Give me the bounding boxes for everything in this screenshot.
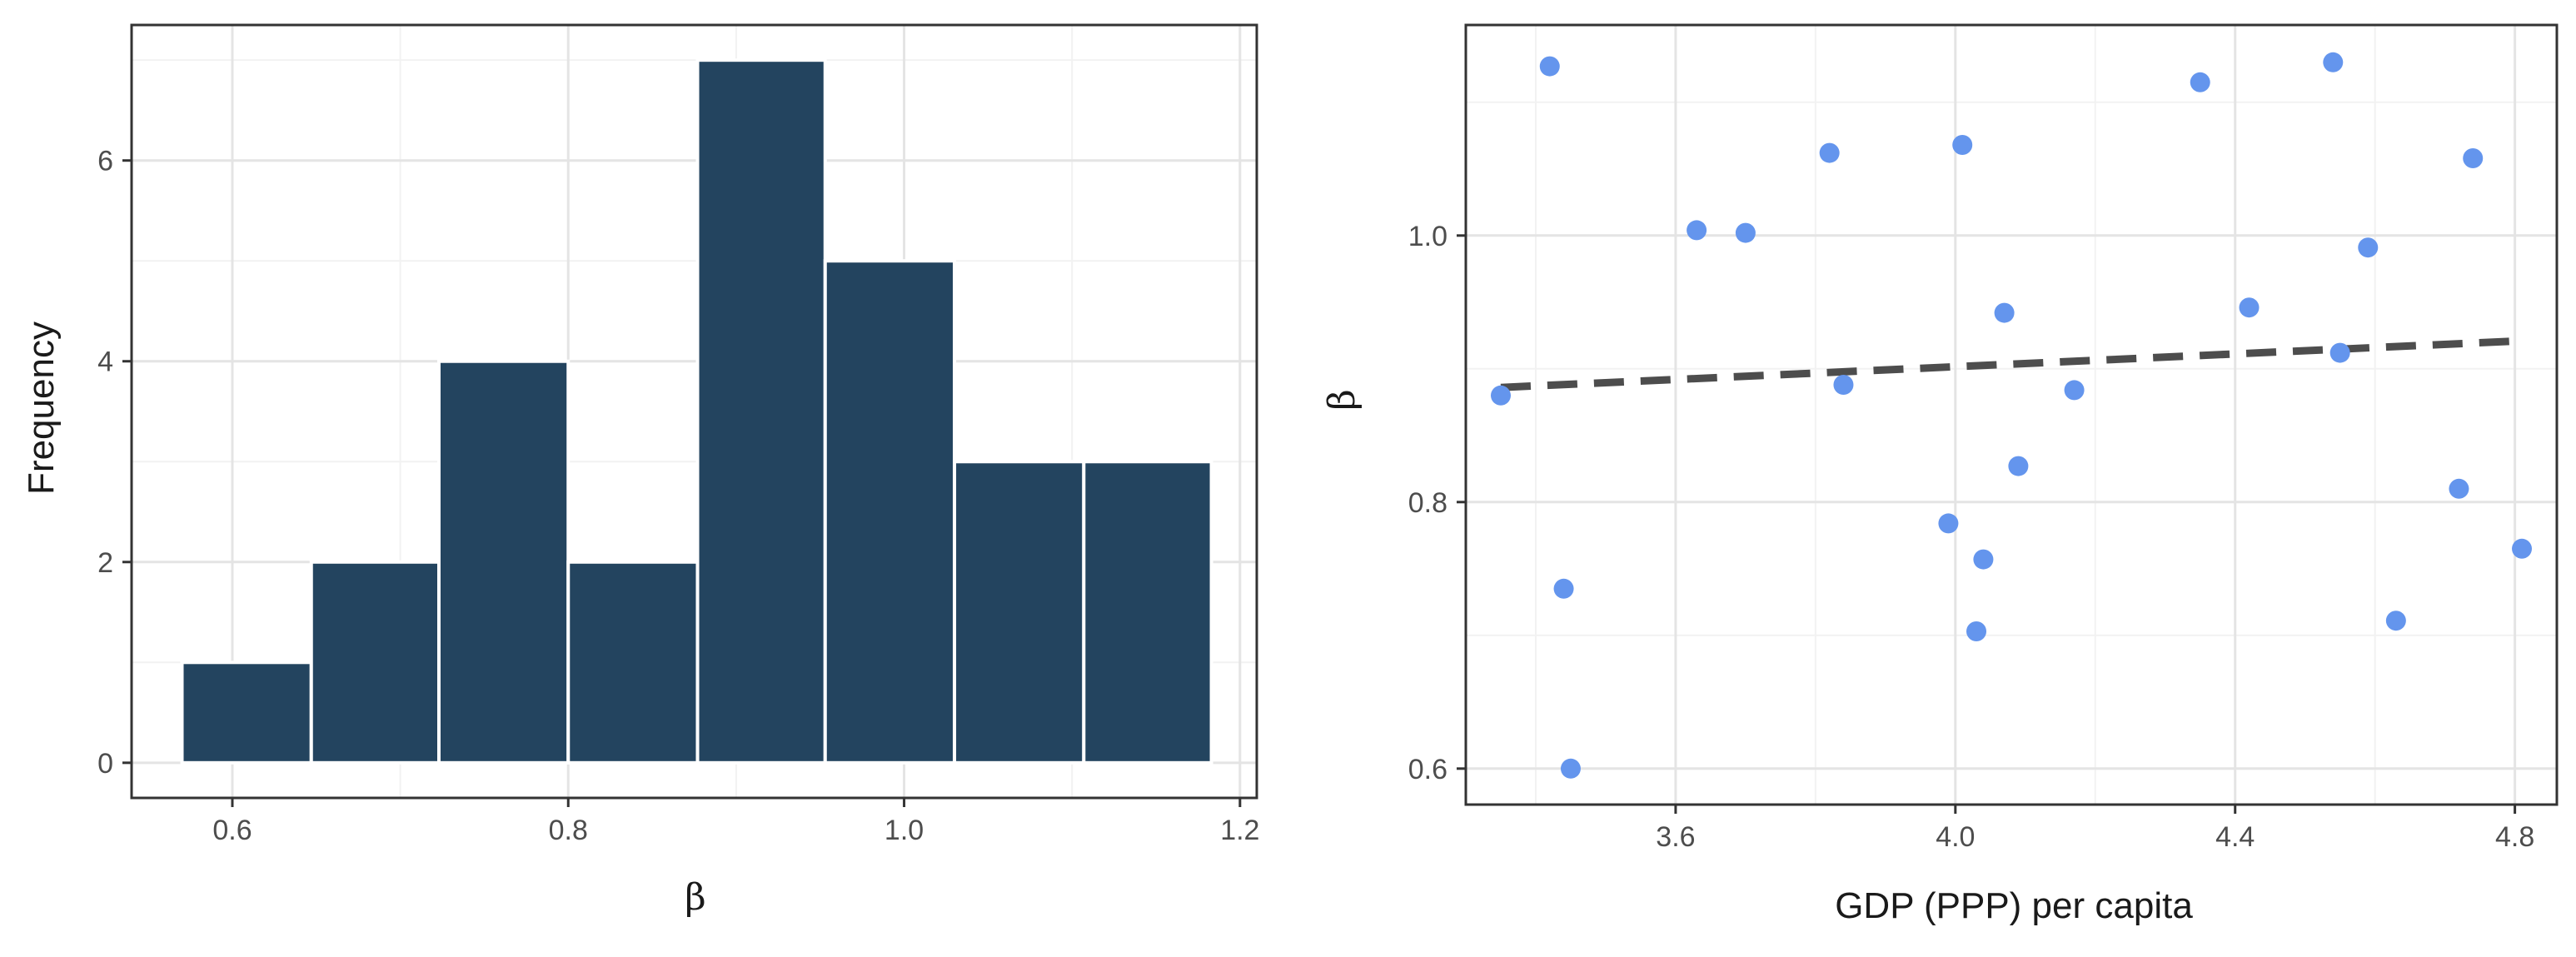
scatter-point <box>1735 222 1756 243</box>
histogram-y-tick-label: 6 <box>97 146 113 177</box>
histogram-bar <box>309 560 441 765</box>
histogram-bar <box>953 460 1086 765</box>
scatter-point <box>2190 72 2210 92</box>
scatter-x-ticks: 3.6 4.0 4.4 4.8 <box>1656 805 2534 853</box>
histogram-y-axis-title: Frequency <box>21 321 62 495</box>
histogram-bar <box>437 359 571 765</box>
histogram-bar <box>823 259 957 765</box>
scatter-x-tick-label: 4.8 <box>2495 821 2534 853</box>
scatter-point <box>2385 611 2406 631</box>
scatter-point <box>2512 538 2533 559</box>
scatter-point <box>1687 220 1707 241</box>
scatter-point <box>1973 549 1994 570</box>
scatter-gridlines <box>1466 25 2557 805</box>
histogram-y-tick-label: 0 <box>97 748 113 780</box>
scatter-plot-border <box>1464 23 2559 806</box>
histogram-x-ticks: 0.6 0.8 1.0 1.2 <box>212 798 1259 846</box>
scatter-y-ticks: 0.6 0.8 1.0 <box>1408 221 1466 785</box>
scatter-point <box>1539 56 1560 77</box>
histogram-x-tick-label: 1.2 <box>1220 815 1259 846</box>
scatter-point <box>1819 142 1840 163</box>
histogram-bar <box>566 560 700 765</box>
histogram-x-tick-label: 1.0 <box>884 815 924 846</box>
scatter-point <box>1833 375 1854 395</box>
histogram-x-tick-label: 0.6 <box>212 815 252 846</box>
histogram-panel: 0.6 0.8 1.0 1.2 0 2 4 6 β Frequency <box>21 23 1259 919</box>
scatter-point <box>1994 302 2015 323</box>
scatter-point <box>1952 135 1973 155</box>
scatter-point <box>2064 380 2085 401</box>
histogram-bar <box>1082 460 1213 765</box>
scatter-point <box>2239 297 2260 318</box>
histogram-bar <box>180 660 313 765</box>
scatter-y-tick-label: 0.6 <box>1408 754 1447 785</box>
scatter-point <box>1966 621 1987 641</box>
scatter-point <box>2323 52 2344 72</box>
trend-line <box>1500 336 2523 391</box>
scatter-x-tick-label: 4.0 <box>1936 821 1975 853</box>
histogram-x-tick-label: 0.8 <box>549 815 588 846</box>
scatter-y-tick-label: 0.8 <box>1408 487 1447 519</box>
scatter-point <box>1553 578 1574 599</box>
histogram-bars <box>180 58 1213 765</box>
scatter-point <box>2329 342 2350 363</box>
histogram-y-ticks: 0 2 4 6 <box>97 146 132 780</box>
histogram-plot-border <box>130 23 1258 800</box>
scatter-panel: 3.6 4.0 4.4 4.8 0.6 0.8 1.0 GDP (PPP) per cap… <box>1321 23 2559 926</box>
scatter-point <box>2449 478 2469 499</box>
scatter-points <box>1490 52 2533 779</box>
scatter-x-tick-label: 3.6 <box>1656 821 1695 853</box>
histogram-x-axis-title: β <box>685 876 705 919</box>
scatter-point <box>2008 456 2029 476</box>
scatter-y-tick-label: 1.0 <box>1408 221 1447 252</box>
histogram-y-tick-label: 4 <box>97 346 113 378</box>
histogram-bar <box>695 58 827 765</box>
scatter-point <box>1490 385 1511 406</box>
scatter-x-tick-label: 4.4 <box>2215 821 2255 853</box>
histogram-y-tick-label: 2 <box>97 547 113 579</box>
scatter-point <box>2358 237 2379 258</box>
scatter-point <box>1938 513 1959 534</box>
scatter-point <box>2463 148 2484 168</box>
scatter-y-axis-title: β <box>1321 389 1363 410</box>
scatter-x-axis-title: GDP (PPP) per capita <box>1835 885 2193 926</box>
scatter-point <box>1560 758 1581 779</box>
